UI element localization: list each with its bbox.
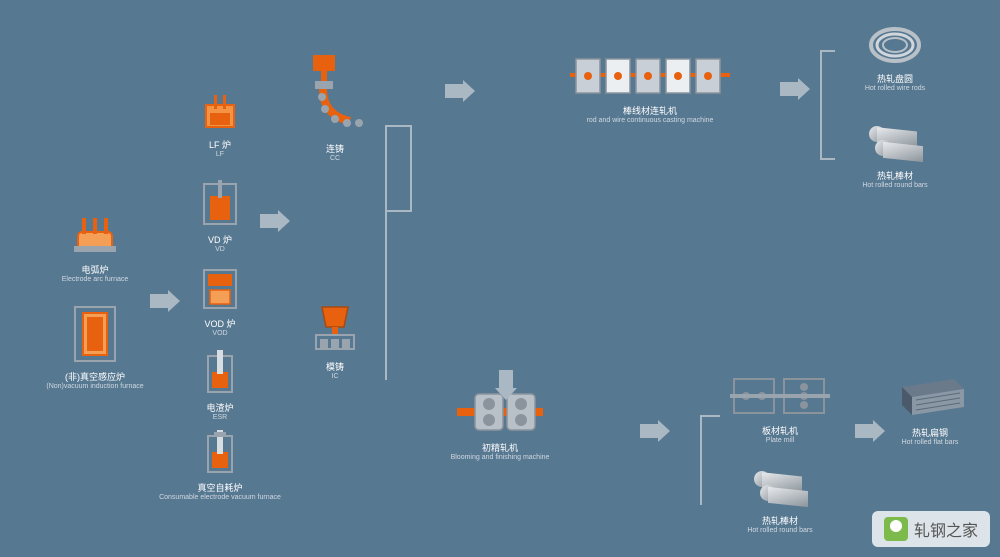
flow-line bbox=[410, 125, 412, 212]
bloom-label-en: Blooming and finishing machine bbox=[435, 454, 565, 462]
rodwire-label-cn: 棒线材连轧机 bbox=[560, 106, 740, 117]
ic-label-en: IC bbox=[295, 373, 375, 381]
flow-line bbox=[385, 210, 410, 212]
node-ic: 模铸 IC bbox=[295, 305, 375, 380]
wirerod-label-cn: 热轧盘圆 bbox=[835, 74, 955, 85]
induction-icon bbox=[73, 305, 117, 368]
bloom-label-cn: 初精轧机 bbox=[435, 443, 565, 454]
esr-label-en: ESR bbox=[185, 414, 255, 422]
arc-furnace-label-cn: 电弧炉 bbox=[40, 265, 150, 276]
vod-label-en: VOD bbox=[185, 330, 255, 338]
cons-icon bbox=[202, 430, 238, 479]
roundbar1-label-cn: 热轧棒材 bbox=[835, 171, 955, 182]
arc-furnace-icon bbox=[70, 218, 120, 261]
ic-label-cn: 模铸 bbox=[295, 362, 375, 373]
flatbar-icon bbox=[894, 375, 966, 424]
watermark: 轧钢之家 bbox=[872, 511, 990, 547]
flow-line bbox=[385, 125, 412, 127]
node-vd: VD 炉 VD bbox=[185, 180, 255, 253]
flatbar-label-en: Hot rolled flat bars bbox=[870, 439, 990, 447]
flow-line bbox=[385, 125, 387, 380]
arc-furnace-label-en: Electrode arc furnace bbox=[40, 276, 150, 284]
rodwire-label-en: rod and wire continuous casting machine bbox=[560, 117, 740, 125]
plate-label-cn: 板材轧机 bbox=[720, 426, 840, 437]
node-roundbar1: 热轧棒材 Hot rolled round bars bbox=[835, 120, 955, 189]
cons-label-en: Consumable electrode vacuum furnace bbox=[155, 494, 285, 502]
wirerod-label-en: Hot rolled wire rods bbox=[835, 85, 955, 93]
roundbar1-label-en: Hot rolled round bars bbox=[835, 182, 955, 190]
node-flatbar: 热轧扁钢 Hot rolled flat bars bbox=[870, 375, 990, 446]
vd-label-cn: VD 炉 bbox=[185, 235, 255, 246]
flow-arrow bbox=[855, 420, 885, 447]
watermark-text: 轧钢之家 bbox=[914, 517, 978, 541]
lf-label-en: LF bbox=[185, 151, 255, 159]
flow-line bbox=[820, 50, 822, 160]
node-plate: 板材轧机 Plate mill bbox=[720, 375, 840, 444]
induction-label-cn: (非)真空感应炉 bbox=[40, 372, 150, 383]
flow-line bbox=[700, 415, 720, 417]
vd-icon bbox=[200, 180, 240, 231]
node-lf: LF 炉 LF bbox=[185, 95, 255, 158]
vod-label-cn: VOD 炉 bbox=[185, 319, 255, 330]
plate-label-en: Plate mill bbox=[720, 437, 840, 445]
roundbar2-label-cn: 热轧棒材 bbox=[720, 516, 840, 527]
flow-line bbox=[700, 415, 702, 505]
node-induction: (非)真空感应炉 (Non)vacuum induction furnace bbox=[40, 305, 150, 390]
roundbar2-icon bbox=[750, 465, 810, 512]
esr-icon bbox=[202, 350, 238, 399]
lf-icon bbox=[200, 95, 240, 136]
node-rodwire: 棒线材连轧机 rod and wire continuous casting m… bbox=[560, 55, 740, 124]
node-roundbar2: 热轧棒材 Hot rolled round bars bbox=[720, 465, 840, 534]
flow-arrow bbox=[445, 80, 475, 107]
node-cons: 真空自耗炉 Consumable electrode vacuum furnac… bbox=[155, 430, 285, 501]
flow-arrow bbox=[260, 210, 290, 237]
vd-label-en: VD bbox=[185, 246, 255, 254]
esr-label-cn: 电渣炉 bbox=[185, 403, 255, 414]
node-esr: 电渣炉 ESR bbox=[185, 350, 255, 421]
cons-label-cn: 真空自耗炉 bbox=[155, 483, 285, 494]
flow-arrow bbox=[150, 290, 180, 317]
flow-line bbox=[820, 158, 835, 160]
wirerod-icon bbox=[867, 25, 923, 70]
node-wirerod: 热轧盘圆 Hot rolled wire rods bbox=[835, 25, 955, 92]
roundbar1-icon bbox=[865, 120, 925, 167]
node-arc-furnace: 电弧炉 Electrode arc furnace bbox=[40, 218, 150, 283]
flow-arrow bbox=[495, 370, 517, 405]
flow-arrow bbox=[780, 78, 810, 105]
wechat-icon bbox=[884, 517, 908, 541]
roundbar2-label-en: Hot rolled round bars bbox=[720, 527, 840, 535]
induction-label-en: (Non)vacuum induction furnace bbox=[40, 383, 150, 391]
rodwire-icon bbox=[570, 55, 730, 102]
flow-arrow bbox=[640, 420, 670, 447]
node-cc: 连铸 CC bbox=[295, 55, 375, 162]
ic-icon bbox=[310, 305, 360, 358]
flatbar-label-cn: 热轧扁钢 bbox=[870, 428, 990, 439]
flow-line bbox=[820, 50, 835, 52]
cc-icon bbox=[305, 55, 365, 140]
lf-label-cn: LF 炉 bbox=[185, 140, 255, 151]
vod-icon bbox=[200, 268, 240, 315]
cc-label-en: CC bbox=[295, 155, 375, 163]
node-vod: VOD 炉 VOD bbox=[185, 268, 255, 337]
cc-label-cn: 连铸 bbox=[295, 144, 375, 155]
plate-icon bbox=[730, 375, 830, 422]
